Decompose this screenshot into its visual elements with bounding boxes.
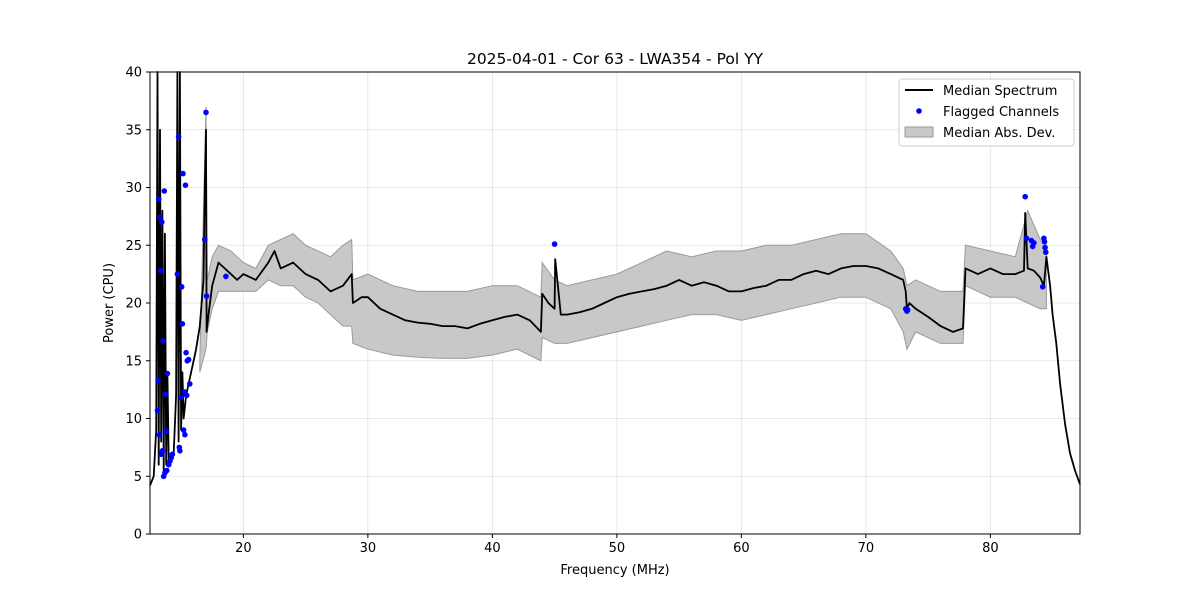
flagged-channel-point <box>160 338 166 344</box>
x-tick-label: 70 <box>858 541 875 556</box>
x-tick-label: 20 <box>235 541 252 556</box>
plot-area <box>149 71 1081 535</box>
flagged-channel-point <box>904 307 911 313</box>
flagged-channel-point <box>203 109 209 116</box>
flagged-channel-point <box>178 284 185 290</box>
flagged-channel-point <box>183 349 189 356</box>
legend-median-label: Median Spectrum <box>943 84 1057 99</box>
flagged-channel-point <box>175 133 182 140</box>
flagged-channel-point <box>180 427 187 433</box>
chart-title: 2025-04-01 - Cor 63 - LWA354 - Pol YY <box>467 50 764 68</box>
flagged-channel-point <box>169 451 176 458</box>
y-tick-label: 0 <box>134 528 142 543</box>
flagged-channel-point <box>154 407 161 414</box>
flagged-channel-point <box>1041 239 1048 245</box>
x-tick-label: 50 <box>609 541 626 556</box>
flagged-channel-point <box>157 267 164 274</box>
y-tick-label: 15 <box>125 354 142 369</box>
flagged-channel-point <box>185 356 192 363</box>
mad-band-layer <box>199 106 1047 373</box>
median-line-layer <box>149 71 1081 486</box>
x-axis-label: Frequency (MHz) <box>560 563 669 578</box>
y-axis-ticks: 0 5 10 15 20 25 30 35 40 <box>125 66 150 543</box>
y-tick-label: 35 <box>125 123 142 138</box>
flagged-channel-point <box>1039 284 1046 290</box>
flagged-channel-point <box>159 219 165 225</box>
median-spectrum-line <box>149 71 1081 486</box>
flagged-channel-point <box>551 241 558 247</box>
flagged-channel-point <box>1031 240 1037 246</box>
y-tick-label: 10 <box>125 412 142 427</box>
flagged-channel-point <box>1022 193 1028 200</box>
x-tick-label: 40 <box>484 541 501 556</box>
flagged-channel-point <box>182 182 189 188</box>
flagged-channel-point <box>179 321 186 327</box>
flagged-channel-point <box>202 236 208 243</box>
flagged-channel-point <box>182 431 188 438</box>
flagged-channel-point <box>1043 249 1049 255</box>
flagged-channel-point <box>164 370 171 377</box>
flagged-channel-point <box>155 196 162 202</box>
legend-frame <box>898 78 1075 147</box>
flagged-channel-point <box>203 293 210 299</box>
flagged-channel-point <box>187 381 193 387</box>
flagged-channel-point <box>155 377 161 384</box>
flagged-channel-point <box>177 448 183 454</box>
legend-band-swatch <box>904 126 934 138</box>
flagged-points-layer <box>154 109 1049 480</box>
flagged-channel-point <box>1042 244 1048 251</box>
flagged-channel-point <box>1023 235 1030 242</box>
flagged-channel-point <box>174 271 181 277</box>
legend-band-label: Median Abs. Dev. <box>943 126 1055 141</box>
legend-flagged-label: Flagged Channels <box>943 105 1059 120</box>
mad-band <box>199 106 1047 373</box>
y-tick-label: 5 <box>134 470 142 485</box>
flagged-channel-point <box>183 392 190 399</box>
flagged-channel-point <box>178 394 184 401</box>
x-axis-ticks: 20 30 40 50 60 70 80 <box>235 534 999 556</box>
flagged-channel-point <box>156 431 163 438</box>
y-tick-label: 30 <box>125 181 142 196</box>
y-tick-label: 20 <box>125 297 142 312</box>
flagged-channel-point <box>164 467 170 474</box>
y-axis-label: Power (CPU) <box>102 263 117 343</box>
flagged-channel-point <box>223 273 229 280</box>
legend: Median Spectrum Flagged Channels Median … <box>898 78 1075 147</box>
x-tick-label: 60 <box>733 541 750 556</box>
y-tick-label: 40 <box>125 66 142 81</box>
flagged-channel-point <box>163 428 169 435</box>
x-tick-label: 30 <box>360 541 377 556</box>
flagged-channel-point <box>161 188 168 194</box>
legend-flagged-swatch <box>916 108 922 114</box>
x-tick-label: 80 <box>982 541 999 556</box>
flagged-channel-point <box>162 391 169 398</box>
flagged-channel-point <box>159 448 166 454</box>
y-tick-label: 25 <box>125 239 142 254</box>
flagged-channel-point <box>157 214 163 221</box>
flagged-channel-point <box>180 170 186 177</box>
